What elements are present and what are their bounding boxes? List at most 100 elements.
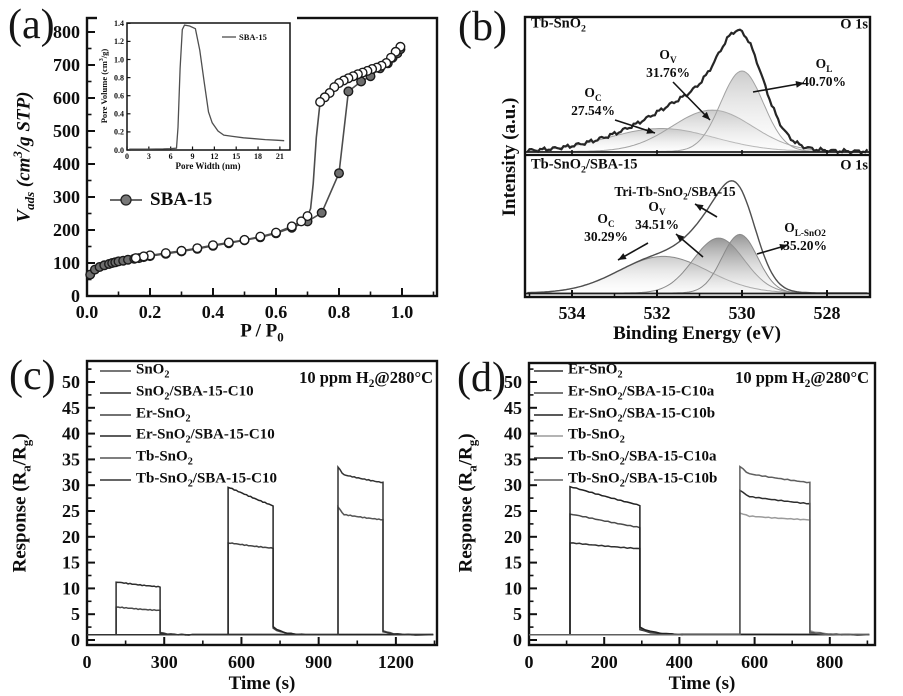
marker-open-circle bbox=[315, 96, 326, 107]
xps-component-fill bbox=[527, 110, 868, 152]
response-trace bbox=[87, 606, 434, 636]
y-tick-label: 40 bbox=[62, 424, 80, 444]
y-tick-label: 25 bbox=[62, 501, 80, 521]
inset-y-tick-label: 0.6 bbox=[114, 92, 124, 101]
marker-open-circle bbox=[160, 248, 171, 259]
inset-x-tick-label: 18 bbox=[254, 152, 262, 161]
inset-x-tick-label: 6 bbox=[169, 152, 173, 161]
response-trace bbox=[529, 542, 870, 636]
marker-open-circle bbox=[296, 216, 307, 227]
annotation-arrowhead bbox=[618, 253, 627, 260]
response-trace bbox=[87, 486, 434, 636]
marker-open-circle bbox=[130, 253, 141, 264]
annotation-arrowhead bbox=[646, 127, 655, 134]
x-tick-label: 534 bbox=[559, 303, 586, 323]
x-tick-label: 528 bbox=[814, 303, 841, 323]
inset-x-tick-label: 21 bbox=[276, 152, 284, 161]
marker-open-circle bbox=[176, 245, 187, 256]
marker-open-circle bbox=[192, 243, 203, 254]
inset-x-tick-label: 12 bbox=[210, 152, 218, 161]
x-tick-label: 532 bbox=[644, 303, 671, 323]
panel-d-letter: (d) bbox=[457, 355, 506, 401]
y-tick-label: 45 bbox=[62, 398, 80, 418]
x-tick-label: 200 bbox=[591, 652, 618, 672]
y-tick-label: 5 bbox=[71, 604, 80, 624]
y-tick-label: 5 bbox=[513, 604, 522, 624]
annotation-arrow bbox=[752, 82, 805, 93]
x-tick-label: 530 bbox=[729, 303, 756, 323]
x-tick-label: 0.2 bbox=[139, 302, 162, 322]
inset-y-tick-label: 0.8 bbox=[114, 73, 124, 82]
panel-c: 0 300 600 900 1200 0 5 10 15 20 25 30 35 40 45 50 SnO2 S… bbox=[0, 348, 452, 696]
x-tick-label: 600 bbox=[741, 652, 768, 672]
x-tick-label: 0 bbox=[83, 652, 92, 672]
inset-y-tick-label: 1.2 bbox=[114, 37, 124, 46]
panel-a-letter: (a) bbox=[8, 2, 55, 48]
plot-frame bbox=[85, 359, 439, 647]
y-tick-label: 600 bbox=[53, 88, 80, 108]
y-tick-label: 700 bbox=[53, 55, 80, 75]
response-trace bbox=[529, 489, 870, 636]
panel-c-letter: (c) bbox=[9, 353, 56, 399]
x-tick-label: 0.6 bbox=[265, 302, 288, 322]
annotation-arrow bbox=[672, 81, 711, 121]
inset-x-tick-label: 15 bbox=[232, 152, 240, 161]
annotation-arrowhead bbox=[676, 234, 685, 242]
response-trace bbox=[529, 465, 870, 636]
y-tick-label: 800 bbox=[53, 22, 80, 42]
response-trace bbox=[87, 542, 434, 636]
y-tick-label: 10 bbox=[504, 578, 522, 598]
y-tick-label: 20 bbox=[504, 527, 522, 547]
y-tick-label: 0 bbox=[71, 286, 80, 306]
response-trace bbox=[87, 504, 434, 636]
y-tick-label: 15 bbox=[62, 553, 80, 573]
panel-b-letter: (b) bbox=[458, 4, 507, 50]
marker-open-circle bbox=[138, 251, 149, 262]
marker-open-circle bbox=[207, 240, 218, 251]
marker-open-circle bbox=[255, 231, 266, 242]
y-tick-label: 50 bbox=[504, 372, 522, 392]
x-tick-label: 400 bbox=[666, 652, 693, 672]
y-tick-label: 30 bbox=[504, 475, 522, 495]
panel-a: 0.0 0.2 0.4 0.6 0.8 1.0 0 100 200 300 400 500 600 700… bbox=[0, 0, 452, 348]
inset-curve bbox=[129, 24, 285, 150]
panel-c-chart: 0 300 600 900 1200 0 5 10 15 20 25 30 35 40 45 50 bbox=[62, 359, 439, 672]
y-tick-label: 15 bbox=[504, 553, 522, 573]
y-tick-label: 0 bbox=[513, 630, 522, 650]
panel-b: 534 532 530 528 Tb-SnO2 O 1s OC 27.54% OV 31.76%… bbox=[452, 0, 903, 348]
marker-open-circle bbox=[286, 221, 297, 232]
y-tick-label: 400 bbox=[53, 154, 80, 174]
response-trace bbox=[87, 465, 434, 636]
inset-y-tick-label: 0.2 bbox=[114, 128, 124, 137]
inset-x-tick-label: 0 bbox=[125, 152, 129, 161]
marker-filled-circle bbox=[316, 207, 327, 218]
y-tick-label: 0 bbox=[71, 630, 80, 650]
inset-y-tick-label: 0.0 bbox=[114, 146, 124, 155]
inset-y-tick-label: 1.0 bbox=[114, 55, 124, 64]
x-tick-label: 0.8 bbox=[328, 302, 351, 322]
panel-d-chart: 0 200 400 600 800 0 5 10 15 20 25 30 35 40 45 50 bbox=[504, 361, 877, 672]
response-trace bbox=[529, 513, 870, 636]
y-tick-label: 40 bbox=[504, 424, 522, 444]
y-tick-label: 35 bbox=[504, 449, 522, 469]
marker-filled-circle bbox=[343, 86, 354, 97]
panel-d: 0 200 400 600 800 0 5 10 15 20 25 30 35 40 45 50 Er-SnO… bbox=[452, 348, 903, 696]
inset-y-tick-label: 1.4 bbox=[114, 19, 124, 28]
x-tick-label: 900 bbox=[305, 652, 332, 672]
x-tick-label: 0.4 bbox=[202, 302, 225, 322]
x-tick-label: 1.0 bbox=[391, 302, 414, 322]
annotation-arrowhead bbox=[701, 111, 710, 120]
marker-filled-circle bbox=[334, 168, 345, 179]
y-tick-label: 30 bbox=[62, 475, 80, 495]
y-tick-label: 500 bbox=[53, 121, 80, 141]
x-tick-label: 1200 bbox=[378, 652, 414, 672]
legend-marker bbox=[120, 194, 132, 206]
y-tick-label: 25 bbox=[504, 501, 522, 521]
panel-b-chart: 534 532 530 528 bbox=[523, 15, 872, 323]
y-tick-label: 35 bbox=[62, 449, 80, 469]
x-tick-label: 600 bbox=[228, 652, 255, 672]
inset-y-tick-label: 0.4 bbox=[114, 110, 124, 119]
response-trace bbox=[529, 485, 870, 636]
y-tick-label: 10 bbox=[62, 578, 80, 598]
panel-a-chart: 0.0 0.2 0.4 0.6 0.8 1.0 0 100 200 300 400 500 600 700… bbox=[53, 13, 439, 322]
